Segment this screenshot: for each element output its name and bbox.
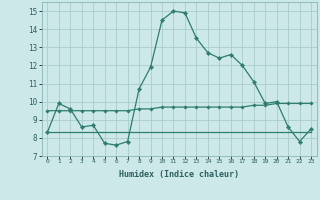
- X-axis label: Humidex (Indice chaleur): Humidex (Indice chaleur): [119, 170, 239, 179]
